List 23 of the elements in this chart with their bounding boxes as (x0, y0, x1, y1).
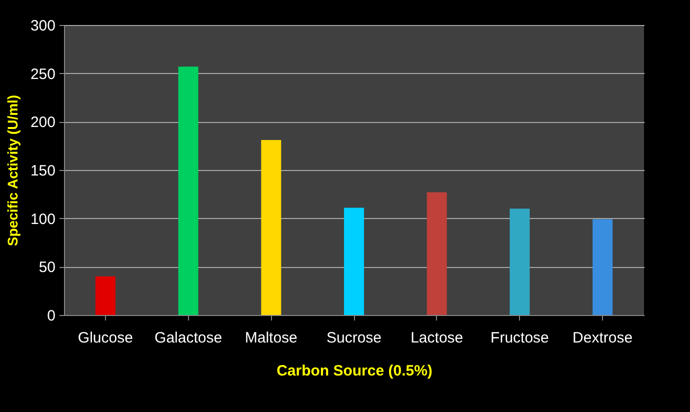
x-tick-label: Fructose (490, 330, 549, 346)
y-tick-label: 100 (30, 210, 56, 228)
x-axis-title: Carbon Source (0.5%) (276, 362, 432, 380)
x-tick-label: Dextrose (572, 330, 633, 346)
bar (592, 219, 613, 315)
y-tick-label: 300 (30, 18, 56, 34)
bar (261, 140, 282, 315)
bar (344, 208, 364, 315)
x-tick-label: Galactose (154, 330, 222, 346)
bar (178, 66, 198, 315)
y-tick-label: 50 (38, 259, 56, 276)
y-tick-label: 200 (30, 114, 56, 132)
bar (426, 192, 447, 315)
y-tick-label: 250 (30, 66, 56, 83)
y-axis-title: Specific Activity (U/ml) (4, 94, 20, 246)
bar (510, 208, 530, 315)
bar (95, 276, 116, 315)
x-tick-label: Lactose (410, 330, 464, 346)
y-tick-label: 0 (47, 308, 56, 324)
x-tick-label: Sucrose (326, 330, 382, 346)
x-tick-label: Maltose (244, 330, 298, 346)
y-tick-label: 150 (30, 162, 56, 180)
x-tick-label: Glucose (78, 330, 133, 346)
